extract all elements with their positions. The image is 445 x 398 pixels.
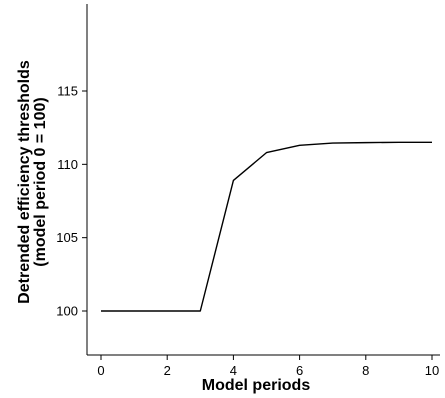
x-tick-label: 6: [296, 363, 303, 378]
axes: [86, 4, 440, 356]
y-axis-title: Detrended efficiency thresholds (model p…: [16, 60, 49, 304]
x-tick-label: 8: [362, 363, 369, 378]
y-tick-label: 105: [56, 230, 78, 245]
y-ticks: 100 105 110 115: [56, 84, 87, 319]
x-ticks: 0 2 4 6 8 10: [97, 355, 439, 378]
x-tick-label: 2: [164, 363, 171, 378]
y-tick-label: 110: [57, 157, 78, 172]
y-tick-label: 100: [56, 304, 78, 319]
y-axis-title-line-2: (model period 0 = 100): [32, 97, 49, 266]
x-tick-label: 0: [97, 363, 104, 378]
y-axis-title-line-1: Detrended efficiency thresholds: [16, 60, 33, 304]
series-line: [101, 141, 432, 312]
series-layer: [101, 141, 432, 312]
x-tick-label: 4: [230, 363, 237, 378]
y-tick-label: 115: [57, 84, 78, 99]
x-axis-title: Model periods: [202, 377, 311, 394]
x-tick-label: 10: [425, 363, 439, 378]
